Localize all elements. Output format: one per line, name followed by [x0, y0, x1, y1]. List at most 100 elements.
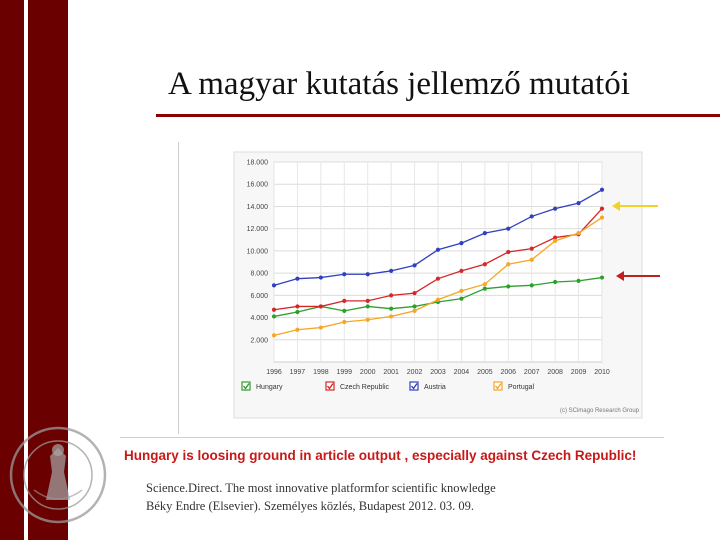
x-tick-label: 1999 — [336, 369, 352, 376]
x-tick-label: 2010 — [594, 369, 610, 376]
chart-area-left-border — [178, 142, 179, 434]
source-line-1: Science.Direct. The most innovative plat… — [146, 481, 496, 495]
data-point — [553, 279, 558, 285]
data-point — [529, 214, 534, 219]
data-point — [318, 325, 323, 330]
data-point — [553, 235, 558, 240]
x-axis-ticks: 1996 1997 1998 1999 2000 2001 2002 2003 2004 2005… — [266, 369, 610, 376]
legend-check-icon — [410, 383, 418, 390]
data-point — [271, 307, 277, 312]
data-point — [599, 206, 605, 211]
data-point — [389, 268, 394, 273]
x-tick-label: 2001 — [383, 369, 399, 376]
chart-caption: Hungary is loosing ground in article out… — [124, 448, 637, 463]
x-tick-label: 1996 — [266, 369, 282, 376]
data-point — [529, 257, 534, 262]
x-tick-label: 2009 — [571, 369, 587, 376]
legend-check-icon — [242, 383, 250, 390]
legend-label: Portugal — [508, 384, 535, 391]
data-point — [295, 276, 300, 281]
legend-label: Austria — [424, 384, 446, 391]
data-point — [435, 247, 441, 252]
data-point — [295, 327, 300, 332]
data-point — [412, 291, 417, 296]
legend-label: Czech Republic — [340, 384, 390, 391]
y-tick-label: 8.000 — [250, 271, 268, 278]
chart-credit: (c) SCimago Research Group — [560, 408, 640, 414]
x-tick-label: 2002 — [407, 369, 423, 376]
data-point — [482, 262, 487, 267]
data-point — [318, 304, 323, 309]
legend-check-icon — [494, 383, 502, 390]
data-point — [506, 249, 511, 255]
x-tick-label: 1998 — [313, 369, 329, 376]
data-point — [482, 231, 487, 236]
left-sidebar-band-outer — [0, 0, 24, 540]
data-point — [365, 298, 370, 303]
data-point — [435, 297, 441, 302]
data-point — [459, 296, 464, 301]
x-tick-label: 2007 — [524, 369, 540, 376]
y-tick-label: 4.000 — [250, 315, 268, 322]
source-line-2: Béky Endre (Elsevier). Személyes közlés,… — [146, 499, 475, 513]
data-point — [459, 288, 464, 293]
y-axis-ticks: 2.000 4.000 6.000 8.000 10.000 12.000 14.000 16… — [247, 160, 269, 345]
data-point — [482, 282, 487, 287]
data-point — [412, 304, 417, 309]
data-point — [435, 276, 441, 281]
red-arrow-icon — [616, 271, 660, 281]
data-point — [482, 286, 487, 291]
chart-bottom-rule — [120, 437, 664, 438]
legend-check-icon — [326, 383, 334, 390]
legend-label: Hungary — [256, 384, 283, 391]
data-point — [553, 238, 558, 243]
chart-grid — [273, 161, 603, 363]
data-point — [271, 283, 277, 288]
title-underline — [156, 114, 720, 117]
chart-series-lines — [271, 187, 605, 338]
data-point — [389, 306, 394, 311]
y-tick-label: 6.000 — [250, 293, 268, 300]
data-point — [271, 333, 277, 338]
page-title: A magyar kutatás jellemző mutatói — [168, 66, 630, 102]
data-point — [389, 293, 394, 298]
x-tick-label: 2006 — [500, 369, 516, 376]
data-point — [271, 314, 277, 319]
data-point — [506, 284, 511, 289]
y-tick-label: 12.000 — [247, 226, 269, 233]
data-point — [506, 262, 511, 267]
data-point — [412, 308, 417, 313]
y-tick-label: 10.000 — [247, 248, 269, 255]
data-point — [576, 278, 581, 283]
y-tick-label: 16.000 — [247, 182, 269, 189]
y-tick-label: 2.000 — [250, 337, 268, 344]
x-tick-label: 2000 — [360, 369, 376, 376]
data-point — [576, 201, 581, 206]
legend-checkbox-icon — [409, 381, 419, 391]
legend-checkbox-icon — [493, 381, 503, 391]
data-point — [599, 275, 605, 280]
data-point — [553, 206, 558, 211]
x-tick-label: 2008 — [547, 369, 563, 376]
yellow-arrow-icon — [612, 201, 658, 211]
x-tick-label: 2004 — [454, 369, 470, 376]
data-point — [599, 187, 605, 192]
data-point — [459, 268, 464, 273]
data-point — [365, 272, 370, 277]
data-point — [529, 246, 534, 251]
x-tick-label: 2005 — [477, 369, 493, 376]
academy-seal-icon — [9, 426, 107, 524]
data-point — [295, 304, 300, 309]
data-point — [342, 298, 347, 303]
x-tick-label: 1997 — [290, 369, 306, 376]
y-tick-label: 14.000 — [247, 204, 269, 211]
data-point — [342, 319, 347, 325]
chart-legend: Hungary Czech Republic Austria Portugal — [241, 381, 535, 391]
data-point — [295, 309, 300, 315]
sidebar-gap — [24, 0, 28, 540]
data-point — [412, 263, 417, 268]
data-point — [318, 275, 323, 280]
data-point — [365, 317, 370, 322]
data-point — [342, 308, 347, 313]
legend-checkbox-icon — [325, 381, 335, 391]
